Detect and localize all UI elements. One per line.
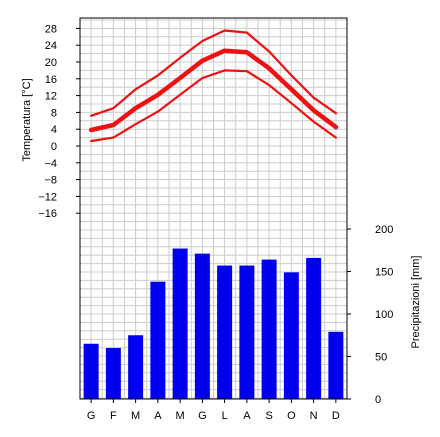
month-tick-label: M [176, 410, 185, 422]
precipitation-bar [306, 257, 322, 399]
month-tick-label: F [110, 410, 117, 422]
precipitation-tick-label: 200 [375, 224, 393, 236]
precipitation-bar [328, 331, 344, 399]
precipitation-bar [172, 248, 188, 399]
temperature-tick-label: 0 [51, 141, 57, 153]
temperature-tick-label: −12 [38, 191, 57, 203]
temperature-tick-label: 28 [45, 23, 57, 35]
month-tick-label: D [332, 410, 340, 422]
precipitation-axis-title: Precipitazioni [mm] [410, 256, 422, 349]
temperature-tick-label: −4 [44, 158, 57, 170]
precipitation-tick-labels: 200 150 100 50 0 [347, 224, 393, 406]
precipitation-tick-label: 0 [375, 394, 381, 406]
temperature-tick-label: −16 [38, 208, 57, 220]
precipitation-bar [261, 259, 277, 399]
temperature-line-max [89, 29, 337, 117]
precipitation-bar [128, 335, 144, 399]
temperature-line-mean [88, 48, 339, 133]
month-tick-label: M [131, 410, 140, 422]
temperature-tick-label: 8 [51, 107, 57, 119]
precipitation-tick-label: 50 [375, 352, 387, 364]
month-tick-label: L [222, 410, 228, 422]
temperature-tick-label: −8 [44, 175, 57, 187]
precipitation-bars [83, 248, 344, 399]
month-tick-label: A [243, 410, 251, 422]
precipitation-bar [217, 265, 233, 399]
month-tick-label: A [154, 410, 162, 422]
plot-frame [79, 17, 348, 400]
precipitation-bar [283, 272, 299, 399]
precipitation-bar [83, 343, 99, 399]
temperature-tick-labels: 28 24 20 16 12 8 4 0 −4 −8 −12 −16 [38, 23, 80, 220]
precipitation-bar [194, 253, 210, 399]
temperature-line-min [89, 69, 337, 143]
precipitation-bar [150, 281, 166, 399]
month-tick-label: S [265, 410, 272, 422]
precipitation-bar [105, 348, 121, 399]
precipitation-tick-label: 150 [375, 267, 393, 279]
month-tick-label: N [310, 410, 318, 422]
temperature-axis-title: Temperatura [°C] [21, 78, 33, 161]
precipitation-bar [239, 265, 255, 399]
month-tick-label: G [198, 410, 207, 422]
temperature-tick-label: 20 [45, 57, 57, 69]
temperature-tick-label: 16 [45, 74, 57, 86]
temperature-tick-label: 4 [51, 124, 57, 136]
temperature-tick-label: 12 [45, 91, 57, 103]
month-tick-label: O [287, 410, 296, 422]
temperature-tick-label: 24 [45, 40, 57, 52]
precipitation-tick-label: 100 [375, 309, 393, 321]
month-tick-label: G [87, 410, 96, 422]
temperature-lines [88, 29, 339, 143]
